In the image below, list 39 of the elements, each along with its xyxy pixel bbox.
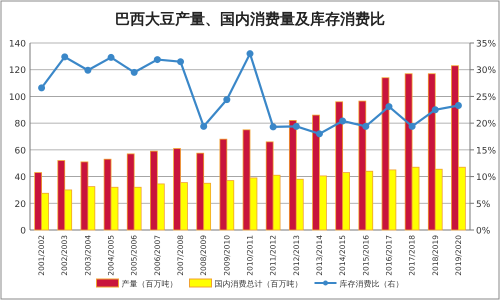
y2-tick-label: 30% (476, 66, 496, 76)
point (177, 58, 184, 66)
point (408, 122, 416, 130)
y2-tick-label: 35% (476, 40, 496, 50)
legend-label: 库存消费比（右） (340, 280, 404, 288)
y2-tick-label: 20% (476, 120, 496, 130)
y-tick-label: 140 (8, 40, 26, 50)
point (292, 122, 300, 130)
point (454, 102, 462, 110)
y-tick-label: 100 (8, 92, 26, 103)
point (84, 66, 92, 74)
chart-title: 巴西大豆产量、国内消费量及库存消费比 (115, 10, 385, 28)
y2-tick-label: 0% (476, 226, 491, 236)
y-tick-label: 40 (14, 173, 26, 184)
point (200, 122, 208, 130)
y2-tick-label: 5% (476, 200, 491, 210)
point (432, 106, 439, 114)
point (108, 54, 115, 61)
y2-tick-label: 15% (476, 146, 496, 156)
point (316, 130, 323, 138)
point (339, 118, 346, 125)
y-tick-label: 20 (14, 200, 26, 210)
y2-tick-label: 10% (476, 173, 496, 184)
point (246, 50, 254, 58)
point (385, 103, 392, 110)
y2-tick-label: 25% (476, 92, 496, 103)
point (362, 122, 370, 130)
y-tick-label: 120 (8, 66, 26, 76)
y-tick-label: 80 (14, 120, 26, 130)
legend-label: 国内消费总计（百万吨） (214, 280, 302, 288)
point (270, 123, 277, 130)
point (223, 96, 230, 104)
point (154, 56, 161, 64)
y-tick-label: 0 (20, 226, 26, 236)
y-tick-label: 60 (14, 146, 26, 156)
point (130, 68, 138, 76)
point (61, 53, 68, 60)
legend-label: 产量（百万吨） (122, 280, 178, 288)
point (38, 84, 46, 92)
